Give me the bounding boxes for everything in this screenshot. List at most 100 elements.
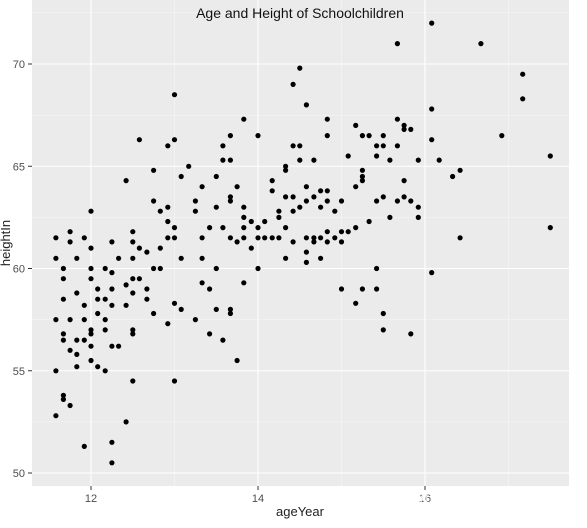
data-point [227, 194, 233, 200]
data-point [269, 188, 275, 194]
data-point [374, 286, 380, 292]
data-point [262, 218, 268, 225]
data-point [401, 122, 407, 128]
data-point [227, 306, 233, 312]
data-point [311, 239, 317, 245]
data-point [171, 225, 178, 231]
data-point [303, 249, 309, 255]
data-point [415, 157, 421, 163]
data-point [415, 204, 421, 210]
data-point [394, 41, 400, 47]
data-point [130, 290, 136, 296]
data-point [318, 204, 324, 210]
data-point [60, 276, 66, 282]
data-point [234, 184, 240, 190]
data-point [374, 265, 380, 272]
data-point [192, 208, 198, 214]
data-point [353, 184, 359, 190]
data-point [186, 163, 192, 169]
tick-labels: 12 14 16 50 55 60 65 70 [13, 59, 431, 505]
data-point [283, 167, 289, 173]
data-point [165, 204, 171, 210]
data-point [171, 92, 178, 98]
data-point [297, 143, 303, 149]
data-point [248, 218, 254, 225]
data-point [262, 235, 268, 241]
data-point [520, 96, 526, 102]
data-point [269, 235, 275, 241]
data-point [366, 218, 372, 225]
data-point [60, 396, 66, 402]
data-point [123, 178, 129, 184]
data-point [109, 286, 115, 292]
data-point [88, 357, 94, 364]
data-point [290, 81, 296, 87]
data-point [269, 178, 275, 184]
y-tick-label: 60 [13, 264, 25, 276]
data-point [380, 327, 386, 333]
data-point [324, 133, 330, 139]
data-point [324, 198, 330, 204]
data-point [345, 153, 351, 159]
data-point [53, 235, 59, 241]
data-point [374, 153, 380, 159]
data-point [178, 255, 184, 261]
data-point [324, 229, 330, 235]
axis-ticks [28, 63, 426, 490]
data-point [109, 460, 115, 466]
data-point [401, 194, 407, 200]
data-point [116, 255, 122, 261]
data-point [199, 235, 205, 241]
data-point [213, 265, 219, 272]
data-point [60, 296, 66, 302]
data-point [401, 178, 407, 184]
data-point [157, 245, 163, 251]
data-point [353, 225, 359, 231]
data-point [359, 178, 365, 184]
data-point [359, 167, 365, 173]
data-point [220, 337, 226, 343]
data-point [109, 239, 115, 245]
data-point [88, 265, 94, 272]
data-point [303, 198, 309, 204]
data-point [81, 302, 87, 308]
data-point [415, 214, 421, 220]
data-point [297, 204, 303, 210]
data-point [401, 126, 407, 132]
y-tick-label: 55 [13, 366, 25, 378]
data-point [213, 173, 219, 180]
data-point [60, 265, 66, 272]
data-point [109, 439, 115, 445]
data-point [359, 133, 365, 139]
data-point [283, 194, 289, 200]
data-point [136, 245, 142, 251]
data-point [67, 317, 73, 323]
data-point [380, 143, 386, 149]
data-point [324, 239, 330, 245]
data-point [130, 255, 136, 261]
y-tick-label: 50 [13, 468, 25, 480]
data-point [311, 157, 317, 163]
data-point [81, 235, 87, 241]
data-point [220, 225, 226, 231]
data-point [332, 208, 338, 214]
data-point [255, 235, 261, 241]
data-point [144, 296, 150, 302]
data-point [74, 255, 80, 261]
data-point [81, 317, 87, 323]
data-point [318, 188, 324, 194]
data-point [102, 368, 108, 374]
data-point [88, 327, 94, 333]
data-point [207, 225, 213, 231]
data-point [144, 286, 150, 292]
data-point [88, 208, 94, 214]
data-point [303, 235, 309, 241]
data-point [478, 41, 484, 47]
data-point [380, 133, 386, 139]
data-point [144, 249, 150, 255]
data-point [151, 310, 157, 317]
watermark-text: 知乎 @syf写字的地方 [418, 489, 565, 507]
data-point [95, 364, 101, 370]
data-point [241, 225, 247, 231]
data-point [178, 306, 184, 312]
